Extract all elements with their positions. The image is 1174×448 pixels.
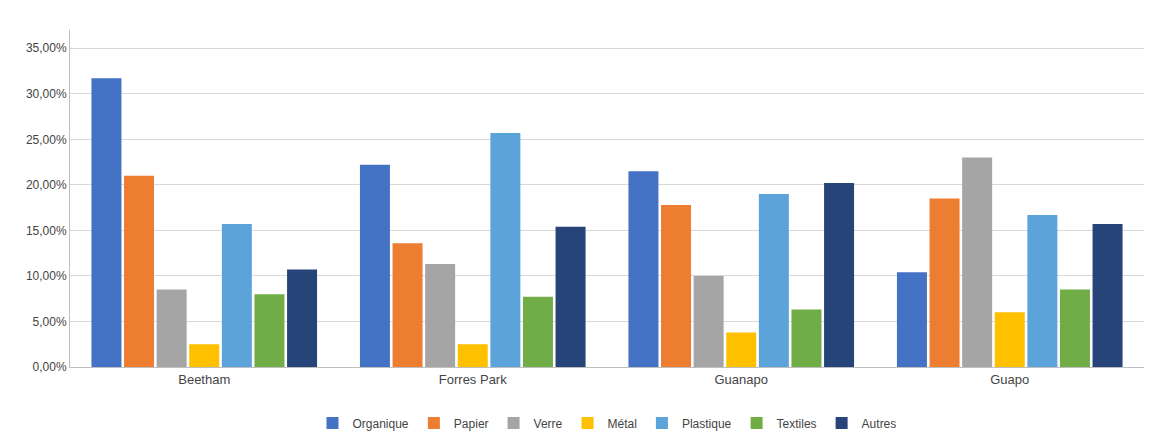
svg-text:10,00%: 10,00% <box>26 269 67 283</box>
svg-text:25,00%: 25,00% <box>26 133 67 147</box>
svg-text:Métal: Métal <box>608 417 637 431</box>
svg-text:Forres Park: Forres Park <box>439 372 507 387</box>
svg-text:Guapo: Guapo <box>990 372 1029 387</box>
svg-text:Verre: Verre <box>534 417 563 431</box>
svg-text:Guanapo: Guanapo <box>715 372 769 387</box>
svg-text:15,00%: 15,00% <box>26 224 67 238</box>
svg-text:20,00%: 20,00% <box>26 178 67 192</box>
svg-text:Organique: Organique <box>353 417 409 431</box>
svg-text:5,00%: 5,00% <box>33 315 67 329</box>
svg-text:Plastique: Plastique <box>682 417 732 431</box>
svg-text:Autres: Autres <box>862 417 897 431</box>
svg-text:0,00%: 0,00% <box>33 360 67 374</box>
svg-text:Papier: Papier <box>454 417 489 431</box>
svg-text:Beetham: Beetham <box>178 372 230 387</box>
svg-text:30,00%: 30,00% <box>26 87 67 101</box>
svg-text:Textiles: Textiles <box>777 417 817 431</box>
svg-text:35,00%: 35,00% <box>26 41 67 55</box>
